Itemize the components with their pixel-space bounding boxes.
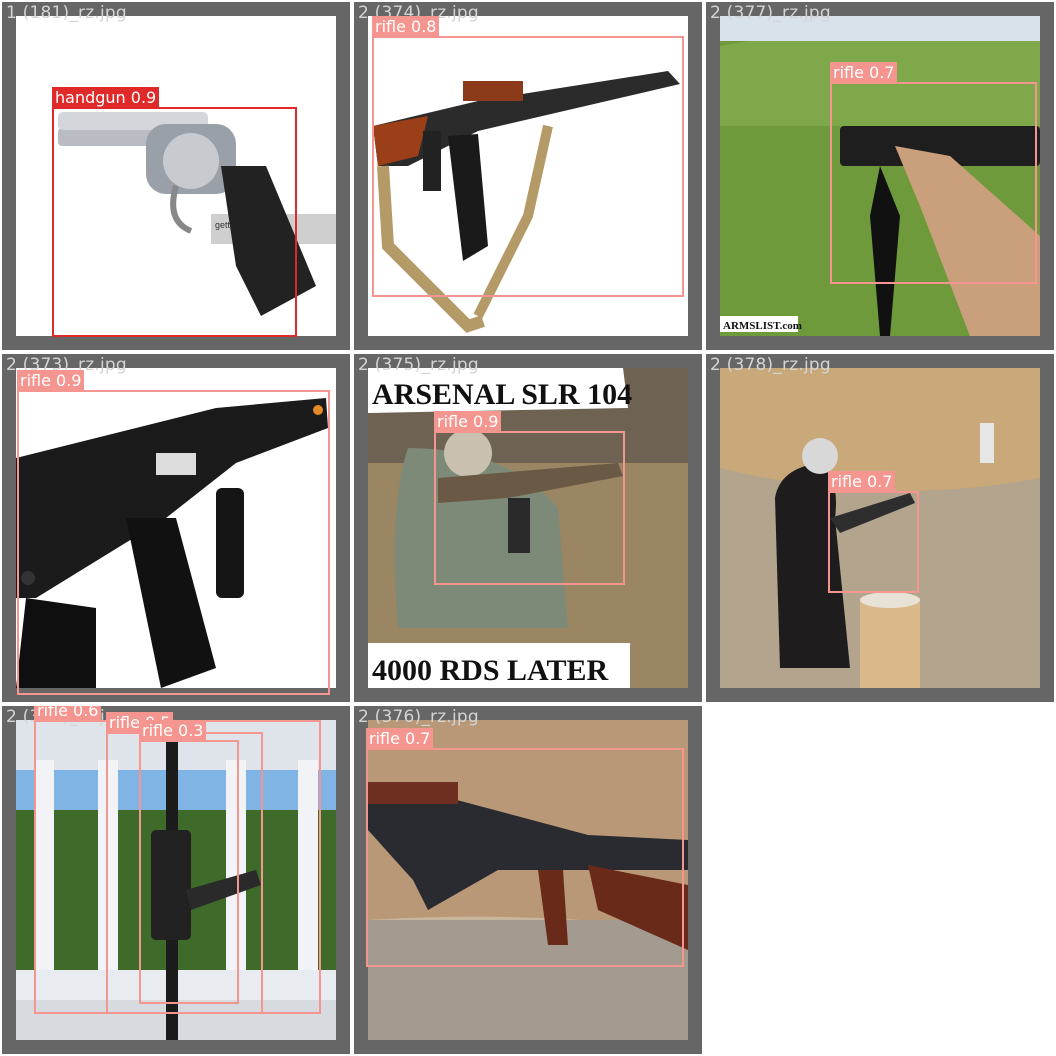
tile-photo — [720, 368, 1040, 688]
detection-label: rifle 0.7 — [828, 471, 896, 493]
tile-filename: 2 (377)_rz.jpg — [710, 3, 831, 23]
detection-box: rifle 0.7 — [366, 728, 684, 967]
tile-photo: gettyimages — [16, 16, 336, 336]
detection-box: rifle 0.7 — [828, 471, 919, 593]
tile-6: 2 (378)_rz.jpg rifle 0.7 — [704, 352, 1056, 704]
tile-filename: 2 (378)_rz.jpg — [710, 355, 831, 375]
detection-box: rifle 0.9 — [434, 411, 625, 585]
detection-box: rifle 0.8 — [372, 16, 684, 297]
detection-label: rifle 0.8 — [372, 16, 440, 38]
banner-bottom-text: 4000 RDS LATER — [372, 654, 608, 687]
empty-tile — [704, 704, 1056, 1056]
detection-label: rifle 0.6 — [34, 706, 102, 722]
detection-box: rifle 0.3 — [139, 720, 239, 1004]
tile-4: 2 (373)_rz.jpg rifle 0.9 — [0, 352, 352, 704]
detection-box: rifle 0.9 — [17, 370, 330, 695]
detection-box: handgun 0.9 — [52, 87, 297, 337]
tile-photo — [368, 16, 688, 336]
tile-3: 2 (377)_rz.jpg ARMSLIST.com rifle 0.7 — [704, 0, 1056, 352]
tile-photo — [368, 720, 688, 1040]
detection-label: rifle 0.7 — [366, 728, 434, 750]
banner-top-text: ARSENAL SLR 104 — [372, 378, 632, 411]
tile-filename: 2 (375)_rz.jpg — [358, 355, 479, 375]
tile-filename: 1 (181)_rz.jpg — [6, 3, 127, 23]
tile-2: 2 (374)_rz.jpg rifle 0.8 — [352, 0, 704, 352]
tile-photo — [16, 368, 336, 688]
detection-box: rifle 0.7 — [830, 62, 1037, 284]
detection-label: handgun 0.9 — [52, 87, 160, 109]
tile-8: 2 (376)_rz.jpg rifle 0.7 — [352, 704, 704, 1056]
tile-5: 2 (375)_rz.jpg ARSENAL SLR 104 4000 RDS … — [352, 352, 704, 704]
watermark-text: ARMSLIST.com — [723, 320, 802, 332]
tile-photo — [16, 720, 336, 1040]
detection-label: rifle 0.9 — [434, 411, 502, 433]
tile-1: 1 (181)_rz.jpg gettyimages handgun 0.9 — [0, 0, 352, 352]
detection-label: rifle 0.3 — [139, 720, 207, 742]
tile-7: 2 (372)_rz.jpg rifle 0.6 rifle 0.5 rifle… — [0, 704, 352, 1056]
tile-filename: 2 (376)_rz.jpg — [358, 707, 479, 727]
detection-label: rifle 0.7 — [830, 62, 898, 84]
detection-label: rifle 0.9 — [17, 370, 85, 392]
